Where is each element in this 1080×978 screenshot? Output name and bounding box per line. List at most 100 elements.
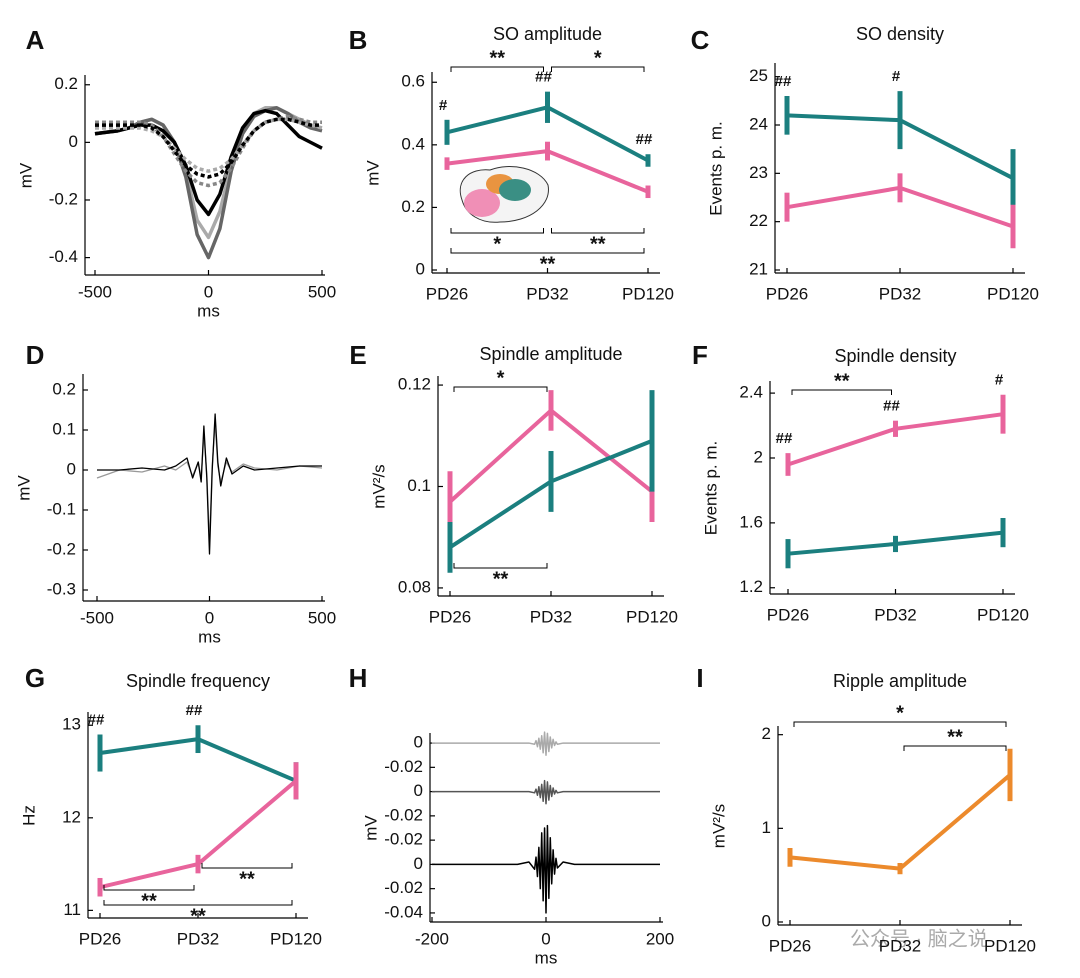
y-axis-label: mV²/s <box>369 464 388 508</box>
x-tick-label: 500 <box>308 608 336 627</box>
y-axis-label: mV <box>361 815 380 841</box>
y-tick-label: 0.08 <box>398 577 431 596</box>
significance-label: ** <box>947 726 963 748</box>
x-tick-label: 200 <box>646 929 674 948</box>
x-tick-label: PD120 <box>984 936 1036 955</box>
x-tick-label: PD26 <box>769 936 812 955</box>
significance-bracket <box>793 721 1007 727</box>
significance-label: ** <box>590 233 606 255</box>
y-axis-label: Events p. m. <box>706 121 725 215</box>
x-tick-label: 0 <box>205 608 214 627</box>
y-tick-label: -0.02 <box>384 805 423 824</box>
series-line <box>432 824 660 914</box>
significance-mark: ## <box>775 73 792 90</box>
y-tick-label: -0.02 <box>384 757 423 776</box>
x-tick-label: PD32 <box>526 284 569 303</box>
x-tick-label: PD26 <box>79 929 122 948</box>
panel-letter: A <box>26 25 45 55</box>
significance-bracket <box>453 563 548 569</box>
significance-label: ** <box>141 890 157 912</box>
x-axis-label: ms <box>198 627 221 646</box>
brain-region <box>464 189 500 217</box>
x-axis-label: ms <box>535 948 558 967</box>
significance-label: ** <box>540 253 556 275</box>
y-tick-label: 0 <box>416 259 425 278</box>
significance-label: ** <box>834 370 850 392</box>
chart-title: Ripple amplitude <box>833 671 967 691</box>
significance-label: * <box>594 47 602 69</box>
panel-letter: E <box>349 340 366 370</box>
y-tick-label: 0 <box>69 132 78 151</box>
chart-title: SO density <box>856 24 944 44</box>
series-line <box>94 108 323 217</box>
y-tick-label: 0.1 <box>52 419 76 438</box>
x-tick-label: PD26 <box>426 284 469 303</box>
y-tick-label: 12 <box>62 807 81 826</box>
brain-inset <box>459 166 549 223</box>
x-tick-label: PD120 <box>270 929 322 948</box>
significance-label: * <box>493 233 501 255</box>
significance-mark: # <box>439 97 448 114</box>
y-axis-label: Events p. m. <box>701 441 720 535</box>
y-tick-label: 0 <box>67 459 76 478</box>
x-tick-label: PD32 <box>177 929 220 948</box>
significance-bracket <box>791 389 892 395</box>
significance-label: * <box>497 367 505 389</box>
y-tick-label: -0.2 <box>49 189 78 208</box>
y-tick-label: 13 <box>62 715 81 734</box>
y-tick-label: 0.2 <box>52 379 76 398</box>
y-tick-label: 21 <box>749 259 768 278</box>
panel-letter: C <box>691 25 710 55</box>
series-line <box>96 421 323 543</box>
x-tick-label: -200 <box>415 929 449 948</box>
y-tick-label: 2 <box>754 447 763 466</box>
y-axis-label: Hz <box>19 805 38 826</box>
series-line <box>95 114 322 188</box>
series-line <box>432 731 660 756</box>
panel-letter: F <box>692 340 708 370</box>
x-axis-label: ms <box>197 301 220 320</box>
series-line <box>789 773 1012 871</box>
significance-mark: # <box>995 372 1004 389</box>
y-axis-label: mV <box>16 162 35 188</box>
y-tick-label: 0.2 <box>54 74 78 93</box>
y-tick-label: 0.2 <box>401 197 425 216</box>
y-axis-label: mV <box>14 475 33 501</box>
x-tick-label: 500 <box>308 282 336 301</box>
significance-label: ** <box>493 568 509 590</box>
chart-title: SO amplitude <box>493 24 602 44</box>
significance-bracket <box>103 885 195 891</box>
x-tick-label: PD32 <box>874 605 917 624</box>
chart-title: Spindle frequency <box>126 671 270 691</box>
y-tick-label: 25 <box>749 66 768 85</box>
series-line <box>97 413 322 555</box>
watermark: 公众号 · 脑之说 <box>850 927 988 950</box>
y-tick-label: -0.1 <box>47 499 76 518</box>
series-line <box>95 117 322 179</box>
x-tick-label: PD120 <box>977 605 1029 624</box>
y-tick-label: -0.2 <box>47 539 76 558</box>
panel-letter: G <box>25 663 45 693</box>
significance-mark: ## <box>636 131 653 148</box>
panel-letter: B <box>349 25 368 55</box>
significance-bracket <box>551 228 645 234</box>
significance-label: ** <box>489 47 505 69</box>
y-tick-label: 0 <box>414 733 423 752</box>
y-axis-label: mV <box>363 160 382 186</box>
x-tick-label: PD120 <box>987 284 1039 303</box>
y-tick-label: 0 <box>762 911 771 930</box>
y-tick-label: -0.02 <box>384 878 423 897</box>
y-tick-label: -0.3 <box>47 579 76 598</box>
panel-letter: H <box>349 663 368 693</box>
chart-title: Spindle density <box>834 346 956 366</box>
x-tick-label: PD120 <box>622 284 674 303</box>
x-tick-label: PD26 <box>766 284 809 303</box>
significance-mark: ## <box>535 69 552 86</box>
significance-mark: # <box>892 68 901 85</box>
significance-bracket <box>450 66 544 72</box>
series-line <box>432 779 660 805</box>
x-tick-label: -500 <box>78 282 112 301</box>
y-axis-label: mV²/s <box>709 804 728 848</box>
y-tick-label: 1 <box>762 818 771 837</box>
